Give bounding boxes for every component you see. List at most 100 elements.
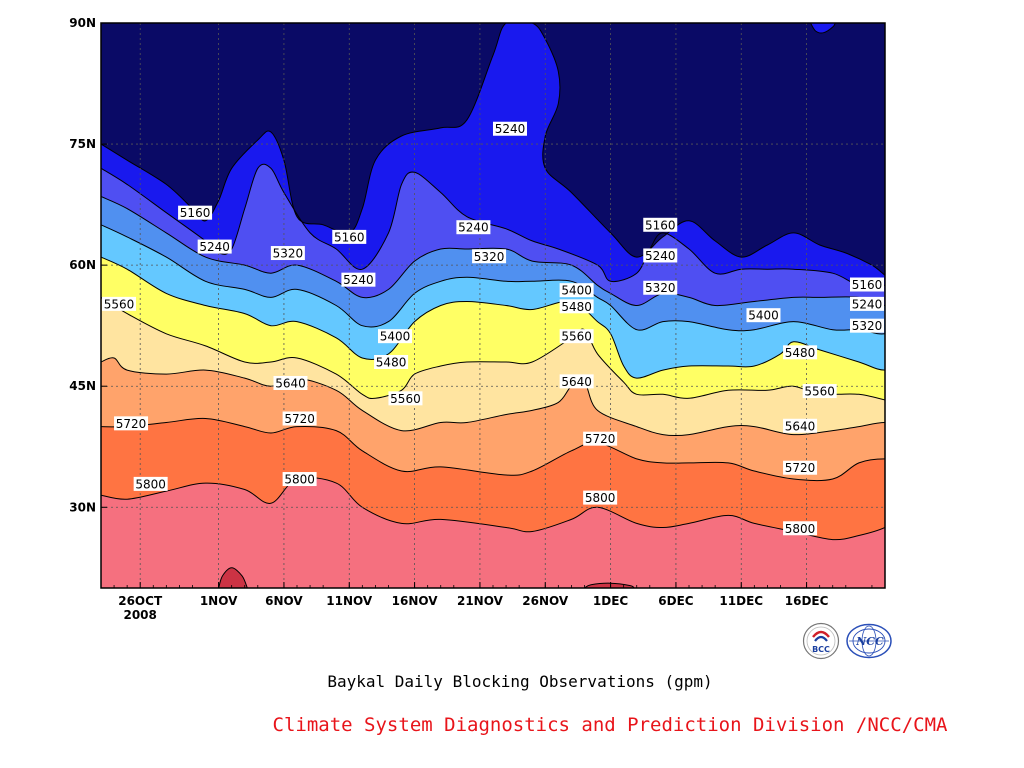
contour-label: 5560 (102, 296, 136, 311)
contour-label-value: 5800 (785, 522, 816, 536)
contour-label-box (802, 384, 837, 399)
contour-label-box (643, 280, 678, 295)
x-tick-label: 26NOV (522, 594, 569, 608)
x-tick-label: 16DEC (785, 594, 829, 608)
contour-label-value: 5240 (343, 273, 374, 287)
x-tick-label: 6DEC (658, 594, 694, 608)
contour-label: 5480 (374, 355, 409, 370)
contour-label-box (102, 296, 136, 311)
contour-label: 5240 (197, 239, 232, 254)
bcc-logo-text: BCC (812, 645, 830, 654)
x-tick-label: 1DEC (593, 594, 629, 608)
contour-label-value: 5480 (785, 346, 816, 360)
contour-label-box (114, 416, 149, 431)
contour-label-value: 5160 (334, 230, 365, 244)
chart-title: Baykal Daily Blocking Observations (gpm) (327, 672, 713, 691)
contour-label: 5800 (133, 476, 168, 491)
contour-label-value: 5240 (645, 249, 676, 263)
contour-label: 5560 (559, 329, 594, 344)
contour-label-value: 5560 (390, 392, 421, 406)
contour-label-value: 5800 (284, 473, 315, 487)
contour-label-box (783, 521, 818, 536)
x-tick-label: 26OCT (118, 594, 163, 608)
y-tick-label: 75N (69, 137, 96, 151)
contour-label: 5240 (456, 220, 491, 235)
contour-label-value: 5640 (785, 419, 816, 433)
contour-label: 5800 (282, 472, 317, 487)
isoline-5640 (101, 357, 885, 437)
contour-label-value: 5720 (116, 417, 147, 431)
contour-label-value: 5720 (284, 412, 315, 426)
contour-label-box (282, 472, 317, 487)
contour-label-value: 5400 (748, 309, 779, 323)
y-tick-label: 45N (69, 379, 96, 393)
contour-label-value: 5160 (645, 218, 676, 232)
contour-label: 5160 (850, 277, 884, 292)
x-tick-label: 6NOV (265, 594, 303, 608)
contour-label-box (197, 239, 232, 254)
contour-label: 5400 (378, 329, 412, 344)
ncc-logo: NCC (845, 622, 893, 660)
contour-label: 5240 (341, 272, 376, 287)
contour-label: 5560 (802, 384, 837, 399)
contour-label: 5240 (850, 296, 884, 311)
contour-label: 5640 (783, 418, 818, 433)
contour-label-box (850, 296, 884, 311)
contour-label: 5640 (273, 375, 308, 390)
contour-label: 5320 (850, 318, 884, 333)
isoline-5240 (101, 163, 885, 288)
contour-label: 5320 (270, 246, 305, 261)
contour-label-value: 5720 (785, 461, 816, 475)
contour-label: 5720 (114, 416, 149, 431)
contour-label-box (273, 375, 308, 390)
contour-label: 5320 (643, 280, 678, 295)
contour-label-box (583, 431, 618, 446)
contour-label: 5480 (783, 345, 818, 360)
contour-label: 5720 (583, 431, 618, 446)
contour-label-box (332, 229, 367, 244)
x-tick-label: 11DEC (719, 594, 763, 608)
contour-label: 5800 (583, 490, 618, 505)
x-tick-sublabel: 2008 (123, 608, 156, 622)
contour-label-box (378, 329, 412, 344)
contour-label-box (559, 299, 594, 314)
contour-label-value: 5160 (852, 278, 883, 292)
contour-label-value: 5320 (852, 319, 883, 333)
x-tick-label: 11NOV (326, 594, 373, 608)
ncc-logo-text: NCC (855, 635, 884, 648)
contour-label-box (559, 283, 594, 298)
contour-label-value: 5320 (474, 250, 505, 264)
contour-label-value: 5800 (585, 491, 616, 505)
contour-label: 5480 (559, 299, 594, 314)
contour-label-box (472, 249, 507, 264)
contour-label-value: 5640 (561, 375, 592, 389)
contour-label-value: 5560 (104, 297, 135, 311)
contour-label-box (388, 391, 423, 406)
contour-label-box (492, 121, 527, 136)
contour-label-box (270, 246, 305, 261)
bcc-logo: BCC (802, 622, 840, 660)
contour-label: 5400 (746, 308, 781, 323)
contour-label-box (643, 217, 678, 232)
contour-label-box (341, 272, 376, 287)
contour-label-value: 5240 (852, 297, 883, 311)
contour-label-value: 5720 (585, 432, 616, 446)
contour-label-box (282, 411, 317, 426)
x-tick-label: 1NOV (200, 594, 238, 608)
isoline-5320 (101, 196, 885, 307)
contour-label-box (850, 318, 884, 333)
contour-label-value: 5640 (275, 376, 306, 390)
contour-label-value: 5480 (376, 356, 407, 370)
contour-label-value: 5320 (645, 281, 676, 295)
contour-label: 5240 (643, 248, 678, 263)
x-tick-label: 16NOV (392, 594, 439, 608)
contour-label: 5720 (282, 411, 317, 426)
contour-label-value: 5480 (561, 300, 592, 314)
contour-label-value: 5560 (804, 385, 835, 399)
footer-credit: Climate System Diagnostics and Predictio… (272, 714, 948, 736)
y-tick-label: 30N (69, 500, 96, 514)
isoline-5720 (101, 417, 885, 482)
isoline-5160 (101, 23, 885, 276)
x-tick-label: 21NOV (457, 594, 504, 608)
contour-label-box (583, 490, 618, 505)
